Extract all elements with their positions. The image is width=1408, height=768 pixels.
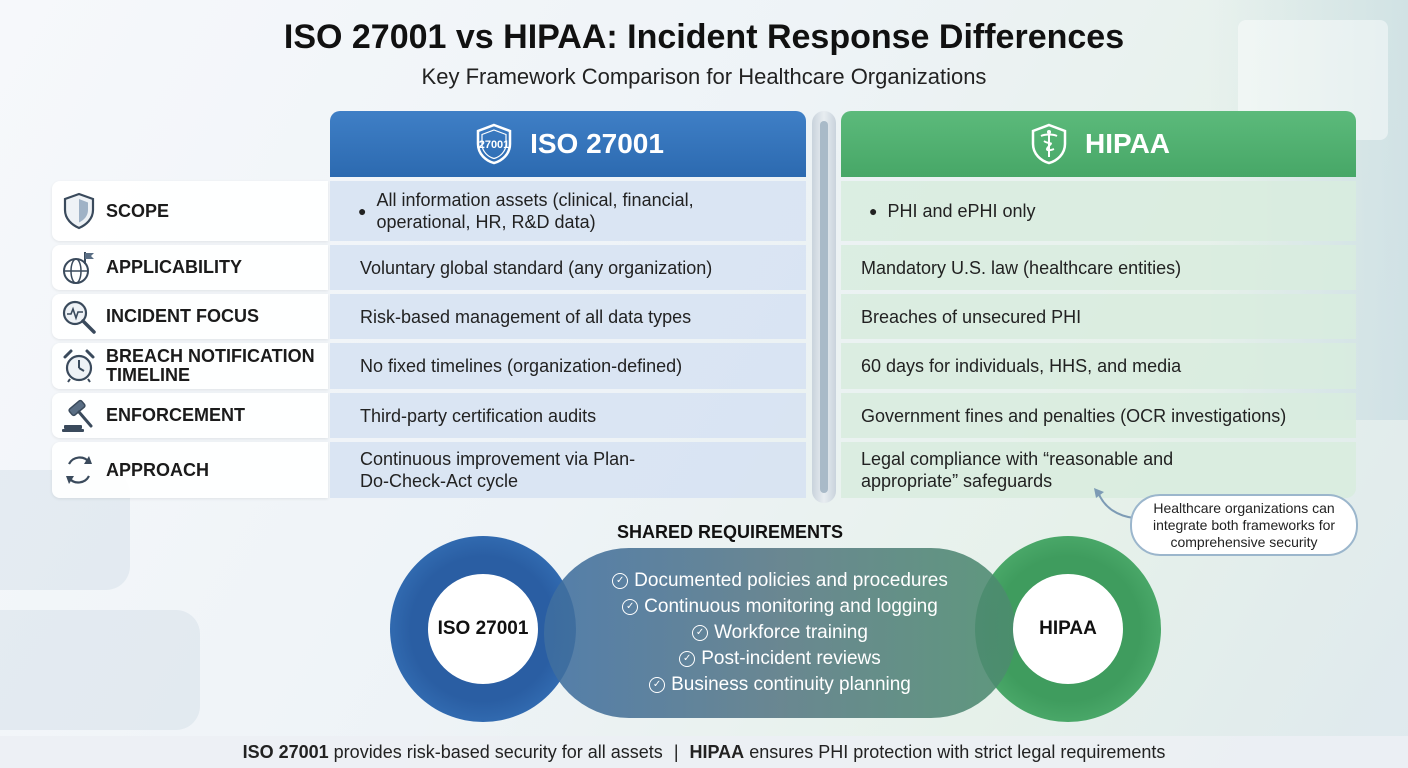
globe-flag-icon — [52, 250, 106, 286]
iso-cell-applicability: Voluntary global standard (any organizat… — [330, 245, 806, 290]
background-shape — [0, 610, 200, 730]
footer-separator: | — [673, 742, 679, 762]
shield-icon — [52, 192, 106, 230]
iso-cell-approach: Continuous improvement via Plan-Do-Check… — [330, 442, 806, 498]
list-item-text: Business continuity planning — [671, 674, 911, 695]
shared-requirements-list: ✓ Documented policies and procedures ✓ Con… — [544, 548, 1016, 718]
check-circle-icon: ✓ — [679, 651, 696, 667]
iso-venn-label: ISO 27001 — [428, 574, 538, 684]
check-circle-icon: ✓ — [612, 573, 629, 589]
integration-callout: Healthcare organizations can integrate b… — [1130, 494, 1358, 556]
check-circle-icon: ✓ — [692, 625, 709, 641]
list-item-text: Post-incident reviews — [701, 648, 881, 669]
footer-iso-text: provides risk-based security for all ass… — [333, 742, 663, 762]
iso-cell-incident-focus: Risk-based management of all data types — [330, 294, 806, 339]
list-item: ✓ Business continuity planning — [649, 674, 911, 696]
list-item: ✓ Workforce training — [692, 622, 868, 644]
list-item: ✓ Continuous monitoring and logging — [622, 596, 938, 618]
hipaa-cell-applicability: Mandatory U.S. law (healthcare entities) — [841, 245, 1356, 290]
column-divider — [812, 111, 836, 503]
hipaa-cell-text: PHI and ePHI only — [887, 201, 1036, 221]
list-item: ✓ Documented policies and procedures — [612, 570, 948, 592]
shared-requirements-title: SHARED REQUIREMENTS — [616, 522, 844, 542]
hipaa-cell-text: Legal compliance with “reasonable and ap… — [861, 449, 1174, 491]
iso-cell-scope: ● All information assets (clinical, fina… — [330, 181, 806, 241]
footer-hipaa-bold: HIPAA — [689, 742, 745, 762]
hipaa-column-title: HIPAA — [1084, 128, 1171, 159]
hipaa-cell-approach: Legal compliance with “reasonable and ap… — [841, 442, 1356, 498]
row-label-enforcement: ENFORCEMENT — [52, 393, 328, 438]
cycle-arrows-icon — [52, 452, 106, 488]
iso-cell-enforcement: Third-party certification audits — [330, 393, 806, 438]
row-label-approach: APPROACH — [52, 442, 328, 498]
row-label-scope: SCOPE — [52, 181, 328, 241]
row-label-incident-focus: INCIDENT FOCUS — [52, 294, 328, 339]
row-label-text: SCOPE — [106, 200, 170, 221]
hipaa-cell-breach-notification: 60 days for individuals, HHS, and media — [841, 343, 1356, 389]
caduceus-shield-icon — [1027, 122, 1071, 166]
page-subtitle: Key Framework Comparison for Healthcare … — [421, 64, 987, 89]
list-item-text: Workforce training — [714, 622, 868, 643]
hipaa-cell-incident-focus: Breaches of unsecured PHI — [841, 294, 1356, 339]
row-label-text: INCIDENT FOCUS — [106, 306, 259, 326]
footer-iso-bold: ISO 27001 — [242, 742, 329, 762]
alarm-clock-icon — [52, 348, 106, 384]
row-label-breach-notification: BREACH NOTIFICATION TIMELINE — [52, 343, 328, 389]
iso-column-header: 27001 ISO 27001 — [330, 111, 806, 177]
bullet-icon: ● — [869, 203, 878, 219]
row-label-text: APPLICABILITY — [106, 257, 243, 277]
list-item-text: Documented policies and procedures — [634, 570, 948, 591]
gavel-icon — [52, 398, 106, 434]
footer-hipaa-text: ensures PHI protection with strict legal… — [749, 742, 1166, 762]
bullet-icon: ● — [358, 203, 367, 219]
row-label-text: BREACH NOTIFICATION TIMELINE — [106, 346, 315, 385]
row-label-text: ENFORCEMENT — [106, 405, 245, 425]
check-circle-icon: ✓ — [622, 599, 639, 615]
list-item: ✓ Post-incident reviews — [679, 648, 881, 670]
summary-footer: ISO 27001 provides risk-based security f… — [0, 736, 1408, 768]
hipaa-column-header: HIPAA — [841, 111, 1356, 177]
hipaa-cell-scope: ● PHI and ePHI only — [841, 181, 1356, 241]
row-label-text: APPROACH — [106, 459, 210, 480]
iso-cell-text: Continuous improvement via Plan-Do-Check… — [360, 449, 636, 491]
iso-badge-icon: 27001 — [472, 122, 516, 166]
list-item-text: Continuous monitoring and logging — [644, 596, 938, 617]
magnifier-pulse-icon — [52, 299, 106, 335]
page-title: ISO 27001 vs HIPAA: Incident Response Di… — [283, 18, 1125, 56]
iso-column-title: ISO 27001 — [530, 128, 664, 159]
hipaa-venn-label: HIPAA — [1013, 574, 1123, 684]
iso-cell-breach-notification: No fixed timelines (organization-defined… — [330, 343, 806, 389]
check-circle-icon: ✓ — [649, 677, 666, 693]
hipaa-cell-enforcement: Government fines and penalties (OCR inve… — [841, 393, 1356, 438]
iso-cell-text: All information assets (clinical, financ… — [376, 190, 694, 232]
svg-text:27001: 27001 — [479, 139, 510, 151]
row-label-applicability: APPLICABILITY — [52, 245, 328, 290]
